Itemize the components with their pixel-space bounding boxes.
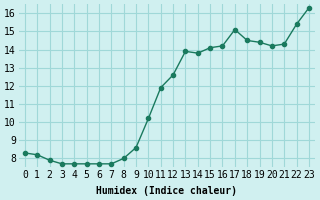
X-axis label: Humidex (Indice chaleur): Humidex (Indice chaleur) (96, 186, 237, 196)
